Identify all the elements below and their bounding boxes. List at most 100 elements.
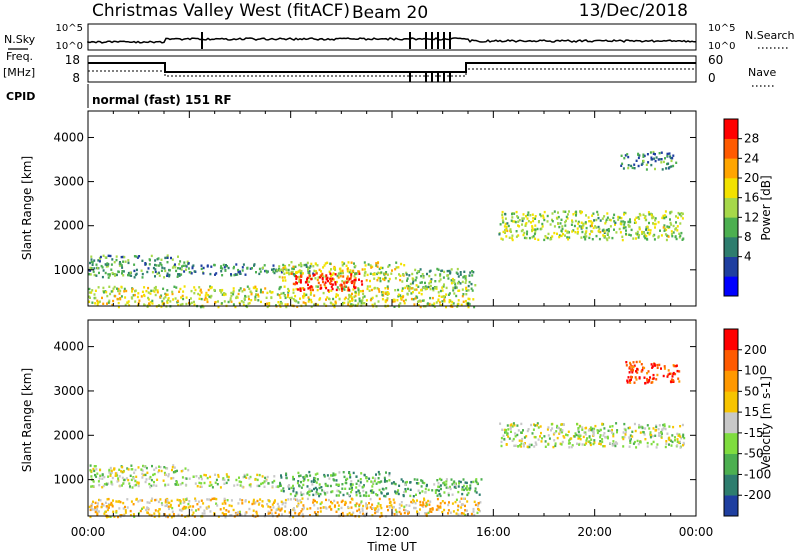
data-cell [299,281,302,284]
data-cell [272,267,275,271]
data-cell [546,220,549,223]
data-cell [258,502,261,505]
data-cell [320,501,323,504]
data-cell [121,484,123,487]
data-cell [258,484,261,488]
data-cell [222,477,225,480]
data-cell [358,484,361,487]
data-cell [98,271,100,275]
data-cell [278,265,281,268]
data-cell [409,494,412,498]
data-cell [530,443,533,447]
data-cell [313,511,316,514]
data-cell [244,273,247,276]
data-cell [652,373,655,377]
data-cell [666,375,669,378]
data-cell [414,268,417,272]
data-cell [223,478,226,482]
data-cell [332,297,335,301]
data-cell [603,230,606,233]
data-cell [397,492,400,496]
data-cell [92,270,95,273]
data-cell [637,156,640,160]
data-cell [682,433,685,436]
data-cell [374,508,377,512]
data-cell [305,265,308,268]
data-cell [190,272,193,275]
data-cell [438,492,441,496]
data-cell [350,275,353,278]
data-cell [386,291,389,294]
data-cell [514,435,517,438]
data-cell [405,504,408,507]
data-cell [591,230,594,233]
data-cell [522,233,525,237]
data-cell [651,366,654,369]
data-cell [344,487,347,490]
data-cell [583,443,586,446]
data-cell [327,279,329,283]
data-cell [458,289,461,292]
data-cell [211,497,214,501]
data-cell [114,474,117,477]
data-cell [108,273,111,276]
data-cell [406,279,408,282]
data-cell [624,154,627,157]
data-cell [136,481,139,484]
data-cell [258,272,261,276]
data-cell [393,513,396,516]
data-cell [395,261,398,264]
data-cell [404,488,407,491]
data-cell [646,441,649,445]
data-cell [382,291,385,294]
data-cell [440,269,443,273]
data-cell [90,267,93,270]
data-cell [375,493,378,496]
data-cell [666,225,669,228]
data-cell [431,507,434,510]
data-cell [439,289,442,293]
data-cell [466,488,469,492]
data-cell [560,423,563,426]
data-cell [311,483,314,486]
data-cell [585,230,588,233]
y-tick-label: 3000 [53,175,84,189]
data-cell [206,476,209,480]
data-cell [622,431,625,434]
power-colorbar-label: Power [dB] [759,175,773,240]
data-cell [560,443,563,446]
data-cell [301,508,304,511]
data-cell [125,477,128,480]
data-cell [154,263,156,267]
data-cell [445,486,448,489]
data-cell [223,513,225,516]
data-cell [434,273,437,277]
data-cell [256,478,259,482]
data-cell [90,475,93,478]
data-cell [376,279,379,282]
data-cell [625,364,628,367]
data-cell [349,473,352,476]
data-cell [115,511,118,514]
data-cell [679,425,682,428]
data-cell [116,474,119,477]
data-cell [255,510,258,514]
data-cell [303,478,306,481]
data-cell [146,305,149,308]
data-cell [144,263,147,266]
data-cell [387,287,389,290]
data-cell [323,473,326,477]
data-cell [139,509,142,513]
data-cell [568,439,571,442]
data-cell [308,488,311,491]
data-cell [504,213,507,216]
data-cell [258,267,261,271]
data-cell [443,481,446,484]
data-cell [421,490,424,493]
data-cell [631,376,633,379]
data-cell [672,379,675,382]
data-cell [645,168,648,171]
data-cell [557,222,559,225]
data-cell [316,501,318,504]
data-cell [297,480,300,483]
